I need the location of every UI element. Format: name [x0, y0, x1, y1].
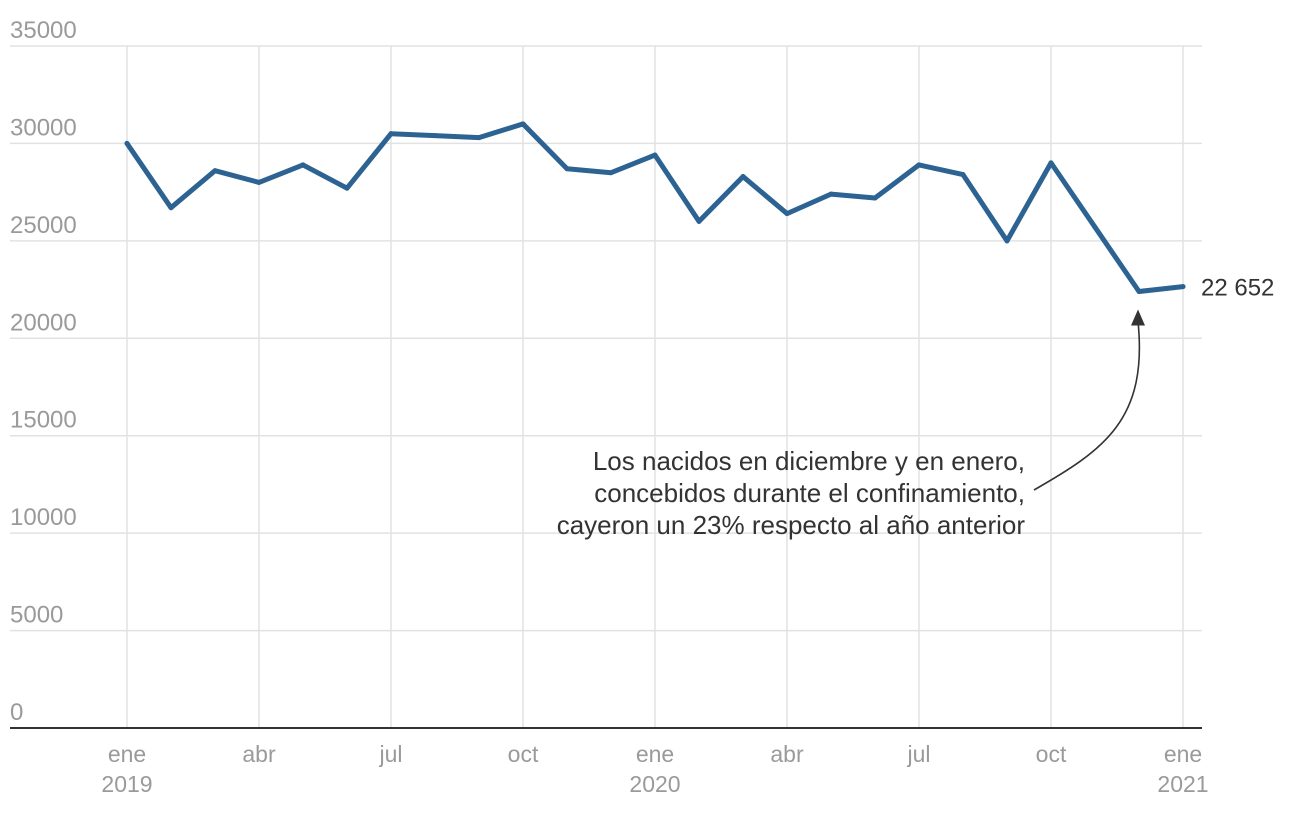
data-point [1048, 160, 1054, 166]
data-point [740, 174, 746, 180]
x-tick-year-label: 2019 [101, 771, 152, 797]
data-point [1136, 289, 1142, 295]
y-axis-ticks: 0 5000 10000 15000 20000 25000 30000 35000 [10, 17, 77, 726]
y-tick-label: 35000 [10, 17, 77, 44]
data-point [828, 191, 834, 197]
annotation-arrowhead [1131, 309, 1145, 326]
annotation-line-3: cayeron un 23% respecto al año anterior [557, 510, 1026, 540]
data-point [916, 162, 922, 168]
data-point [1180, 284, 1186, 290]
series-layer [124, 121, 1186, 295]
x-axis-ticks: ene 2019 abr jul oct ene 2020 abr jul oct ene 2021 [101, 741, 1208, 797]
annotation: Los nacidos en diciembre y en enero, con… [557, 309, 1145, 540]
data-point [872, 195, 878, 201]
x-tick-year-label: 2020 [629, 771, 680, 797]
y-tick-label: 25000 [10, 212, 77, 239]
data-point [1004, 238, 1010, 244]
data-point [784, 211, 790, 217]
y-tick-label: 15000 [10, 407, 77, 434]
data-point [344, 185, 350, 191]
y-tick-label: 5000 [10, 602, 63, 629]
data-point [520, 121, 526, 127]
x-tick-label: ene [1164, 741, 1202, 767]
data-point [388, 131, 394, 137]
y-tick-label: 0 [10, 699, 23, 726]
x-tick-label: jul [906, 741, 930, 767]
x-tick-label: oct [1036, 741, 1067, 767]
data-point [124, 140, 130, 146]
x-tick-year-label: 2021 [1157, 771, 1208, 797]
data-point [476, 135, 482, 141]
annotation-line-2: concebidos durante el confinamiento, [594, 478, 1025, 508]
data-point [168, 205, 174, 211]
x-tick-label: abr [242, 741, 276, 767]
x-tick-label: oct [508, 741, 539, 767]
data-point [300, 162, 306, 168]
x-tick-label: jul [378, 741, 402, 767]
data-point [652, 152, 658, 158]
data-point [432, 133, 438, 139]
annotation-line-1: Los nacidos en diciembre y en enero, [593, 446, 1025, 476]
annotation-arrow [1033, 321, 1141, 491]
y-tick-label: 10000 [10, 504, 77, 531]
x-tick-label: abr [770, 741, 804, 767]
data-point [256, 179, 262, 185]
y-tick-label: 30000 [10, 114, 77, 141]
data-point [608, 170, 614, 176]
data-point [1092, 224, 1098, 230]
grid-layer [10, 45, 1202, 728]
end-value-label: 22 652 [1201, 275, 1274, 302]
data-point [564, 166, 570, 172]
x-tick-label: ene [108, 741, 146, 767]
data-point [212, 168, 218, 174]
y-tick-label: 20000 [10, 309, 77, 336]
data-point [960, 172, 966, 178]
data-point [696, 218, 702, 224]
x-tick-label: ene [636, 741, 674, 767]
